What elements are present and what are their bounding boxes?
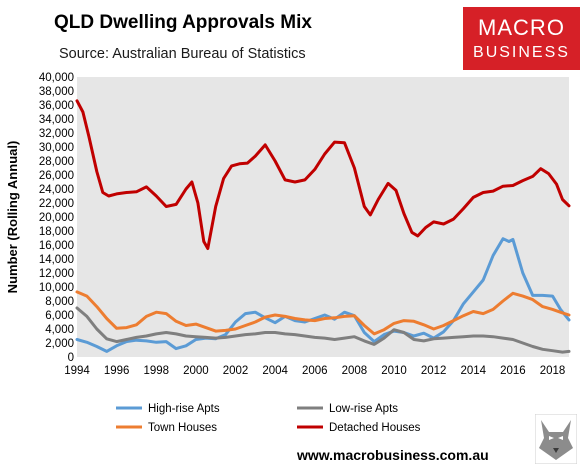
x-tick-label: 2002 [223, 365, 249, 377]
y-tick-label: 6,000 [45, 310, 74, 322]
x-tick-label: 2016 [500, 365, 526, 377]
legend-label: Town Houses [148, 422, 217, 434]
series-lines [75, 99, 571, 354]
logo-text-business: BUSINESS [473, 44, 570, 61]
x-tick-label: 2018 [540, 365, 566, 377]
legend-label: Detached Houses [329, 422, 421, 434]
y-tick-label: 40,000 [39, 72, 74, 84]
y-tick-label: 14,000 [39, 254, 74, 266]
y-tick-label: 0 [68, 352, 74, 364]
y-tick-label: 26,000 [39, 170, 74, 182]
legend-label: High-rise Apts [148, 403, 220, 415]
footer-url: www.macrobusiness.com.au [297, 447, 489, 463]
legend: High-rise Apts Low-rise Apts Town Houses De… [116, 403, 421, 434]
x-tick-label: 2008 [342, 365, 368, 377]
y-tick-label: 38,000 [39, 86, 74, 98]
series-line-town-houses [75, 290, 571, 336]
y-tick-label: 30,000 [39, 142, 74, 154]
y-tick-label: 24,000 [39, 184, 74, 196]
x-tick-label: 2010 [381, 365, 407, 377]
y-tick-label: 36,000 [39, 100, 74, 112]
x-tick-label: 2012 [421, 365, 447, 377]
y-axis-label: Number (Rolling Annual) [5, 141, 20, 294]
logo-text-macro: MACRO [478, 15, 565, 40]
wolf-icon [535, 414, 577, 464]
x-tick-label: 1998 [143, 365, 169, 377]
x-tick-label: 2004 [262, 365, 288, 377]
y-tick-label: 8,000 [45, 296, 74, 308]
y-axis: 0 2,000 4,000 6,000 8,000 10,000 12,000 14,000 1… [39, 72, 74, 364]
series-line-low-rise-apts [75, 306, 571, 354]
y-tick-label: 22,000 [39, 198, 74, 210]
x-axis: 1994 1996 1998 2000 2002 2004 2006 2008 2010 2012… [64, 365, 565, 377]
x-tick-label: 2000 [183, 365, 209, 377]
x-tick-label: 2006 [302, 365, 328, 377]
y-tick-label: 12,000 [39, 268, 74, 280]
y-tick-label: 32,000 [39, 128, 74, 140]
brand-logo: MACRO BUSINESS [463, 7, 580, 70]
y-tick-label: 34,000 [39, 114, 74, 126]
y-tick-label: 20,000 [39, 212, 74, 224]
plot-area [77, 77, 569, 357]
page-title: QLD Dwelling Approvals Mix [54, 12, 312, 33]
y-tick-label: 2,000 [45, 338, 74, 350]
y-tick-label: 16,000 [39, 240, 74, 252]
x-tick-label: 1996 [104, 365, 130, 377]
y-tick-label: 10,000 [39, 282, 74, 294]
legend-label: Low-rise Apts [329, 403, 398, 415]
y-tick-label: 4,000 [45, 324, 74, 336]
y-tick-label: 28,000 [39, 156, 74, 168]
y-tick-label: 18,000 [39, 226, 74, 238]
series-line-detached-houses [75, 99, 571, 250]
source-subtitle: Source: Australian Bureau of Statistics [59, 46, 306, 62]
x-tick-label: 1994 [64, 365, 90, 377]
x-tick-label: 2014 [460, 365, 486, 377]
